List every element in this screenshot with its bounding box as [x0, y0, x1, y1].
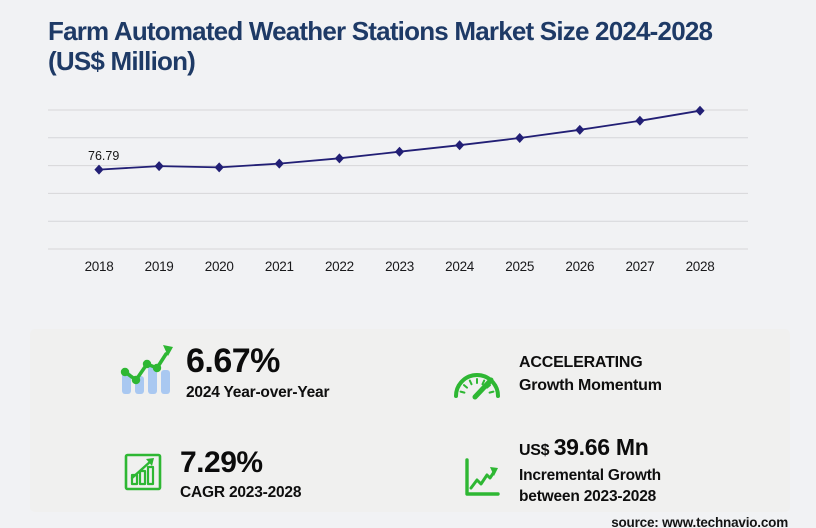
incremental-currency: US$	[519, 442, 550, 459]
stat-yoy: 6.67% 2024 Year-over-Year	[118, 342, 438, 432]
x-axis-tick-label: 2027	[625, 259, 654, 274]
data-point-marker	[575, 124, 585, 135]
data-point-marker	[94, 164, 104, 175]
page-title: Farm Automated Weather Stations Market S…	[48, 16, 778, 76]
data-point-marker	[334, 153, 344, 164]
data-point-marker	[515, 132, 525, 143]
incremental-line-2: between 2023-2028	[519, 488, 657, 505]
stat-cagr: 7.29% CAGR 2023-2028	[124, 446, 444, 512]
page-title-line-1: Farm Automated Weather Stations Market S…	[48, 16, 713, 46]
x-axis-tick-label: 2025	[505, 259, 534, 274]
x-axis-tick-label: 2020	[205, 259, 234, 274]
x-axis-tick-label: 2019	[145, 259, 174, 274]
data-point-marker	[695, 105, 705, 116]
data-point-marker	[455, 140, 465, 151]
x-axis-tick-label: 2024	[445, 259, 475, 274]
cagr-label: CAGR 2023-2028	[180, 484, 302, 501]
x-axis-tick-label: 2018	[85, 259, 114, 274]
data-point-marker	[274, 158, 284, 169]
speedometer-icon	[454, 373, 500, 400]
yoy-label: 2024 Year-over-Year	[186, 384, 330, 401]
page-title-line-2: (US$ Million)	[48, 46, 196, 76]
axes-trend-up-icon	[465, 458, 500, 496]
series-line	[98, 109, 701, 171]
cagr-value: 7.29%	[180, 446, 263, 479]
data-point-marker	[635, 115, 645, 126]
momentum-line-2: Growth Momentum	[519, 377, 662, 394]
x-axis-tick-label: 2028	[686, 259, 715, 274]
x-axis-tick-label: 2023	[385, 259, 414, 274]
stats-panel: 6.67% 2024 Year-over-Year ACCELERATING G…	[30, 329, 790, 512]
stat-momentum: ACCELERATING Growth Momentum	[451, 351, 771, 431]
x-axis-tick-label: 2026	[565, 259, 594, 274]
incremental-line-1: Incremental Growth	[519, 467, 661, 484]
point-value-label: 76.79	[88, 149, 119, 163]
yoy-value: 6.67%	[186, 342, 280, 380]
data-point-marker	[394, 146, 405, 157]
x-axis-tick-label: 2021	[265, 259, 294, 274]
data-point-marker	[154, 161, 164, 172]
incremental-value-row: US$ 39.66 Mn	[519, 434, 661, 461]
incremental-value: 39.66 Mn	[553, 434, 649, 460]
x-axis-tick-label: 2022	[325, 259, 354, 274]
data-point-marker	[214, 162, 224, 173]
momentum-line-1: ACCELERATING	[519, 354, 643, 371]
framed-growth-chart-icon	[124, 453, 162, 491]
bars-trend-up-icon	[120, 345, 173, 394]
source-note: source: www.technavio.com	[611, 515, 788, 528]
stat-incremental: US$ 39.66 Mn Incremental Growth between …	[463, 434, 783, 512]
